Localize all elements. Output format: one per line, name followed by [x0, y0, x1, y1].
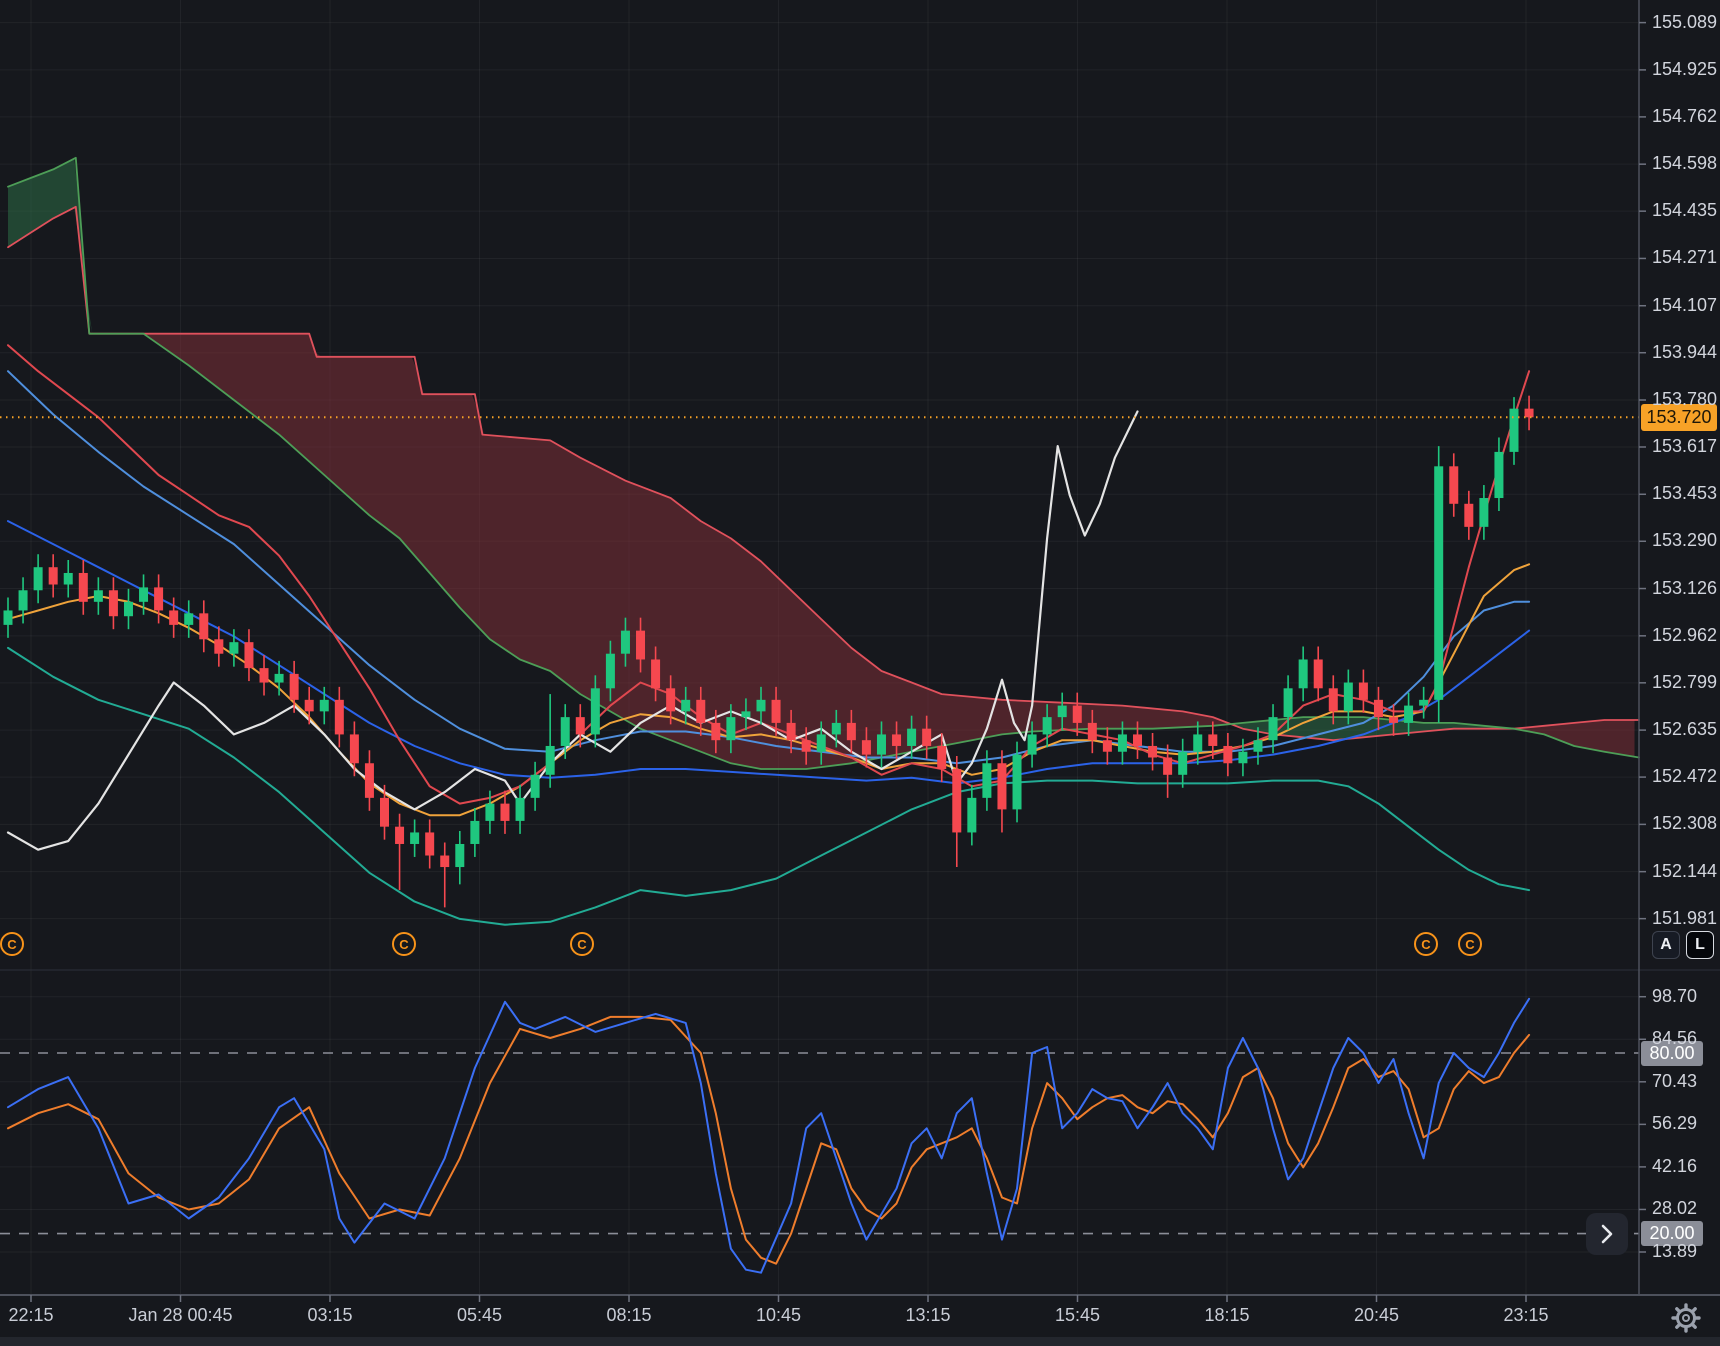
- price-axis-label: 155.089: [1652, 11, 1718, 32]
- price-axis-label: 154.271: [1652, 247, 1718, 268]
- price-axis-label: 152.799: [1652, 671, 1718, 692]
- price-axis-label: 153.290: [1652, 530, 1718, 551]
- time-axis-label: 23:15: [1503, 1305, 1549, 1325]
- indicator-axis-label: 70.43: [1652, 1070, 1698, 1091]
- scroll-right-button[interactable]: [1586, 1213, 1628, 1255]
- price-axis-label: 154.598: [1652, 153, 1718, 174]
- time-axis-label: 05:45: [456, 1305, 503, 1325]
- copyright-icon: C: [1414, 932, 1438, 956]
- price-axis-label: 153.126: [1652, 577, 1718, 598]
- price-axis-label: 152.308: [1652, 813, 1718, 834]
- time-axis-label: 13:15: [905, 1305, 951, 1325]
- copyright-icon: C: [570, 932, 594, 956]
- price-axis-label: 151.981: [1652, 907, 1718, 928]
- time-axis[interactable]: [0, 1295, 1720, 1337]
- price-axis-label: 152.635: [1652, 719, 1718, 740]
- price-axis-label: 152.144: [1652, 860, 1718, 881]
- price-axis[interactable]: [1639, 0, 1720, 1295]
- auto-scale-button[interactable]: A: [1652, 931, 1680, 959]
- indicator-axis-label: 56.29: [1652, 1113, 1698, 1134]
- log-scale-button[interactable]: L: [1686, 931, 1714, 959]
- chevron-right-icon: [1601, 1224, 1613, 1244]
- bottom-scrollbar-strip[interactable]: [0, 1337, 1720, 1346]
- time-axis-label: 22:15: [8, 1305, 54, 1325]
- price-axis-label: 154.762: [1652, 105, 1718, 126]
- gear-icon: [1671, 1303, 1701, 1333]
- time-axis-label: 08:15: [606, 1305, 652, 1325]
- candles-layer: [3, 395, 1534, 908]
- time-axis-label: 20:45: [1353, 1305, 1400, 1325]
- stochastic-pane: [0, 997, 1639, 1274]
- indicator-axis-label: 98.70: [1652, 985, 1698, 1006]
- price-axis-label: 153.453: [1652, 483, 1718, 504]
- stoch-upper-level-label: 80.00: [1641, 1040, 1703, 1066]
- copyright-icon: C: [0, 932, 24, 956]
- ichimoku-cloud: [7, 156, 1640, 770]
- price-axis-label: 154.925: [1652, 58, 1718, 79]
- indicator-axis-label: 28.02: [1652, 1198, 1698, 1219]
- price-axis-label: 152.962: [1652, 624, 1718, 645]
- price-axis-label: 154.107: [1652, 294, 1718, 315]
- copyright-icon: C: [1458, 932, 1482, 956]
- time-axis-label: 18:15: [1204, 1305, 1250, 1325]
- copyright-icon: C: [392, 932, 416, 956]
- time-axis-label: 15:45: [1054, 1305, 1101, 1325]
- price-axis-label: 153.780: [1652, 389, 1718, 409]
- settings-button[interactable]: [1671, 1303, 1701, 1333]
- time-axis-label: Jan 28 00:45: [128, 1305, 233, 1325]
- price-axis-label: 152.472: [1652, 766, 1718, 787]
- indicator-axis-label: 13.89: [1652, 1240, 1698, 1261]
- price-axis-label: 153.617: [1652, 435, 1718, 456]
- price-axis-label: 154.435: [1652, 200, 1718, 221]
- time-axis-label: 10:45: [755, 1305, 802, 1325]
- current-price-label: 153.720: [1641, 403, 1717, 431]
- axis-frame: [0, 0, 1720, 1302]
- price-axis-label: 153.944: [1652, 341, 1718, 362]
- stoch-lower-level-label: 20.00: [1641, 1221, 1703, 1247]
- indicator-axis-label: 42.16: [1652, 1155, 1698, 1176]
- indicator-axis-label: 84.56: [1652, 1028, 1698, 1049]
- time-axis-label: 03:15: [307, 1305, 353, 1325]
